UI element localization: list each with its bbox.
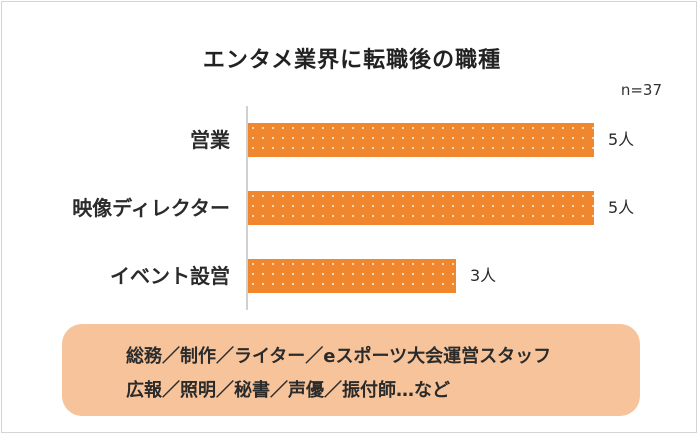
category-label: イベント設営	[110, 264, 230, 288]
value-label: 5人	[608, 130, 635, 149]
sample-size-note: n=37	[620, 81, 662, 99]
bar	[248, 191, 594, 225]
other-jobs-line-1: 総務／制作／ライター／eスポーツ大会運営スタッフ	[126, 346, 552, 367]
category-label: 営業	[190, 128, 230, 152]
value-label: 5人	[608, 198, 635, 217]
other-jobs-box: 総務／制作／ライター／eスポーツ大会運営スタッフ 広報／照明／秘書／声優／振付師…	[62, 324, 640, 416]
other-jobs-line-2: 広報／照明／秘書／声優／振付師…など	[126, 380, 450, 401]
bar	[248, 259, 456, 293]
value-label: 3人	[470, 266, 497, 285]
y-axis-line	[246, 106, 248, 310]
chart-title: エンタメ業界に転職後の職種	[202, 48, 502, 73]
bar	[248, 123, 594, 157]
category-label: 映像ディレクター	[72, 196, 230, 220]
